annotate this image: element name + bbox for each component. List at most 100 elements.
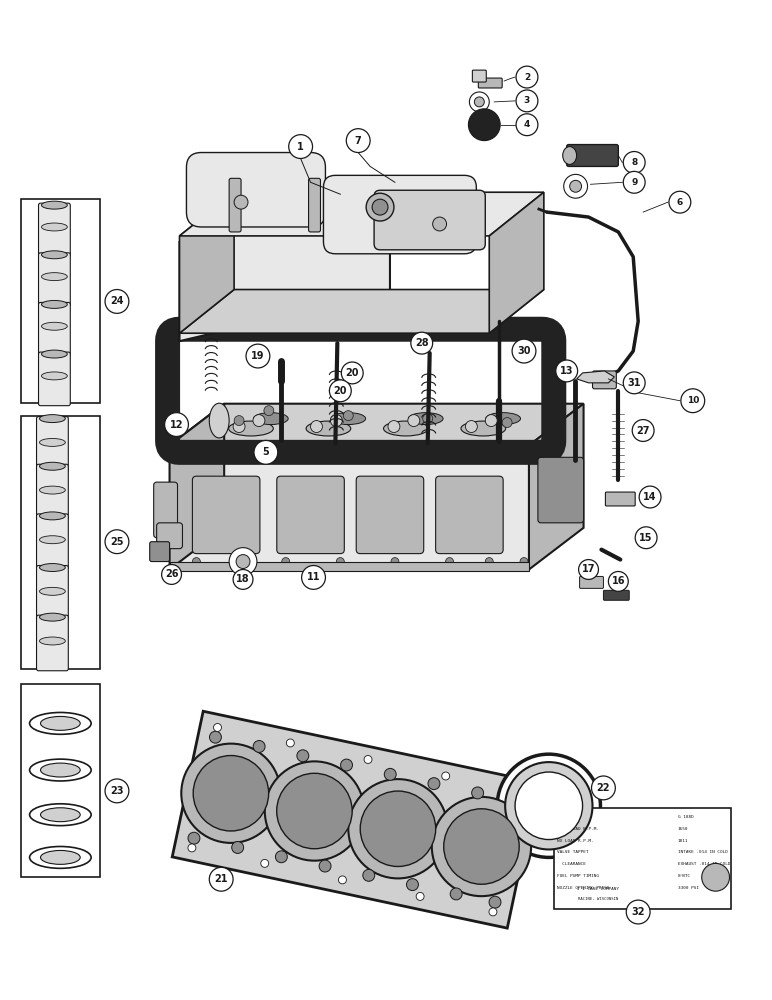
Circle shape — [237, 558, 245, 566]
FancyBboxPatch shape — [168, 329, 554, 452]
FancyBboxPatch shape — [36, 566, 68, 621]
FancyBboxPatch shape — [192, 476, 260, 554]
Text: 22: 22 — [597, 783, 610, 793]
Ellipse shape — [42, 251, 67, 259]
Text: 19: 19 — [251, 351, 265, 361]
Circle shape — [232, 842, 244, 853]
Ellipse shape — [39, 564, 66, 571]
Bar — [170, 562, 529, 571]
FancyBboxPatch shape — [374, 190, 486, 250]
Circle shape — [264, 406, 274, 416]
Circle shape — [164, 413, 188, 436]
FancyBboxPatch shape — [36, 514, 68, 569]
Circle shape — [502, 418, 512, 428]
Circle shape — [681, 389, 705, 413]
FancyBboxPatch shape — [605, 492, 635, 506]
Circle shape — [520, 558, 528, 566]
Circle shape — [702, 863, 730, 891]
Text: 13: 13 — [560, 366, 574, 376]
Circle shape — [366, 193, 394, 221]
Circle shape — [416, 892, 424, 900]
Ellipse shape — [29, 846, 91, 868]
FancyBboxPatch shape — [604, 590, 629, 600]
Ellipse shape — [229, 421, 273, 436]
Circle shape — [233, 421, 245, 432]
Ellipse shape — [39, 512, 66, 520]
Circle shape — [623, 152, 645, 173]
Ellipse shape — [486, 413, 520, 425]
Circle shape — [276, 773, 352, 849]
Circle shape — [282, 558, 290, 566]
Circle shape — [489, 908, 497, 916]
Circle shape — [341, 362, 363, 384]
Circle shape — [388, 421, 400, 432]
Circle shape — [591, 776, 615, 800]
Circle shape — [632, 420, 654, 441]
Ellipse shape — [39, 613, 66, 621]
Circle shape — [363, 869, 374, 881]
Circle shape — [229, 548, 257, 575]
Text: 24: 24 — [110, 296, 124, 306]
Circle shape — [214, 724, 222, 731]
Text: 27: 27 — [636, 426, 650, 436]
Ellipse shape — [39, 486, 66, 494]
Text: 32: 32 — [631, 907, 645, 917]
Text: 1811: 1811 — [678, 839, 689, 843]
FancyBboxPatch shape — [157, 523, 182, 549]
FancyBboxPatch shape — [36, 615, 68, 671]
Circle shape — [372, 199, 388, 215]
Text: 3: 3 — [524, 96, 530, 105]
Circle shape — [608, 571, 628, 591]
Ellipse shape — [39, 438, 66, 446]
Circle shape — [246, 344, 270, 368]
Circle shape — [105, 530, 129, 554]
Ellipse shape — [42, 223, 67, 231]
Circle shape — [450, 888, 462, 900]
Circle shape — [347, 129, 370, 153]
Circle shape — [233, 569, 253, 589]
Text: 20: 20 — [334, 386, 347, 396]
Circle shape — [209, 731, 222, 743]
Ellipse shape — [40, 808, 80, 822]
Circle shape — [289, 135, 313, 158]
Circle shape — [469, 109, 500, 141]
Ellipse shape — [42, 201, 67, 209]
FancyBboxPatch shape — [154, 482, 178, 538]
Ellipse shape — [39, 415, 66, 423]
Circle shape — [348, 779, 448, 878]
Ellipse shape — [563, 147, 577, 164]
Text: FULL LOAD R.P.M.: FULL LOAD R.P.M. — [557, 827, 599, 831]
Circle shape — [276, 851, 287, 863]
Circle shape — [556, 360, 577, 382]
Circle shape — [578, 560, 598, 579]
Polygon shape — [180, 192, 543, 236]
FancyBboxPatch shape — [580, 576, 604, 588]
Circle shape — [337, 558, 344, 566]
Circle shape — [516, 114, 538, 136]
FancyBboxPatch shape — [472, 70, 486, 82]
Bar — [21, 199, 100, 403]
Polygon shape — [170, 404, 584, 445]
Circle shape — [639, 486, 661, 508]
Circle shape — [626, 900, 650, 924]
Circle shape — [564, 174, 587, 198]
Circle shape — [391, 558, 399, 566]
FancyBboxPatch shape — [39, 203, 70, 257]
Text: 26: 26 — [164, 569, 178, 579]
Polygon shape — [170, 404, 224, 569]
Circle shape — [669, 191, 691, 213]
Circle shape — [515, 787, 523, 795]
Text: 3300 PSI: 3300 PSI — [678, 886, 699, 890]
Text: 20: 20 — [346, 368, 359, 378]
Circle shape — [253, 741, 265, 752]
Circle shape — [340, 759, 353, 771]
Ellipse shape — [40, 716, 80, 730]
FancyBboxPatch shape — [150, 542, 170, 562]
Circle shape — [407, 879, 418, 891]
Ellipse shape — [42, 372, 67, 380]
Polygon shape — [172, 711, 538, 928]
Circle shape — [253, 415, 265, 427]
Circle shape — [236, 555, 250, 569]
FancyBboxPatch shape — [435, 476, 503, 554]
FancyBboxPatch shape — [39, 302, 70, 356]
